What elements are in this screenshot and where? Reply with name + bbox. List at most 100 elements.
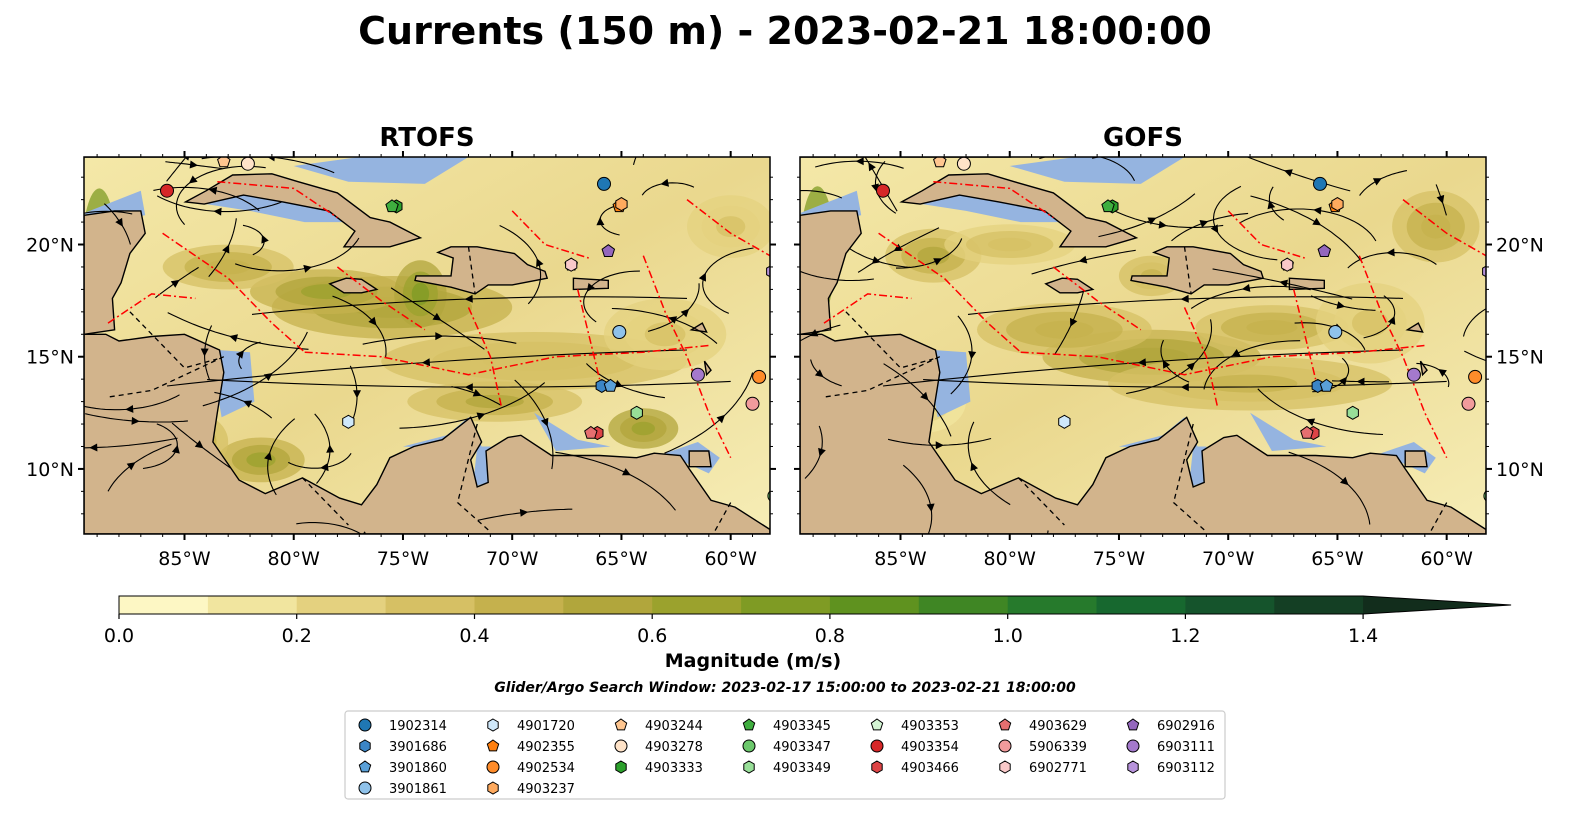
streamline-arrow: [235, 350, 244, 359]
colorbar-tick-label: 0.6: [637, 625, 667, 647]
x-tick-label: 60°W: [704, 548, 757, 570]
float-marker: [342, 414, 355, 429]
float-markers: [160, 157, 770, 502]
legend-label: 4903349: [773, 761, 831, 776]
streamline-arrow: [1313, 206, 1322, 215]
streamline-arrow: [1158, 220, 1167, 229]
colorbar-cell: [741, 596, 831, 614]
streamline-arrow: [536, 258, 544, 268]
x-tick-label: 65°W: [595, 548, 648, 570]
streamline-arrow: [1199, 220, 1209, 228]
streamline-arrow: [680, 308, 690, 318]
streamline-arrow: [126, 462, 136, 471]
float-marker: [615, 197, 628, 212]
search-window-caption: Glider/Argo Search Window: 2023-02-17 15…: [494, 680, 1076, 696]
x-tick-label: 80°W: [983, 548, 1036, 570]
streamline-arrow: [435, 332, 444, 341]
streamline-arrow: [421, 358, 431, 367]
x-tick-label: 85°W: [874, 548, 927, 570]
legend-label: 6902771: [1029, 761, 1087, 776]
streamline-arrow: [1336, 301, 1346, 309]
float-marker: [752, 369, 767, 384]
colorbar-tick-label: 1.4: [1348, 625, 1378, 647]
streamline-arrow: [66, 211, 75, 219]
float-marker: [690, 367, 705, 382]
eez-line: [217, 180, 338, 219]
magnitude-blob: [411, 282, 430, 306]
streamline-arrow: [170, 279, 180, 288]
shallow-water: [534, 412, 611, 451]
gofs-axes: 85°W 80°W 75°W 70°W 65°W 60°W 20°N 15°N 10°N: [794, 151, 1544, 570]
magnitude-blob: [1246, 320, 1298, 335]
streamline-arrow: [1186, 362, 1196, 371]
streamline-arrow: [208, 186, 218, 195]
streamline-arrow: [872, 256, 881, 264]
landmass: [1404, 450, 1428, 468]
streamline-arrow: [1312, 217, 1322, 226]
y-tick-label: 10°N: [26, 459, 74, 481]
x-tick-label: 75°W: [377, 548, 430, 570]
gofs-title: GOFS: [1103, 123, 1183, 153]
eez-boundaries: [823, 180, 1486, 459]
landmass: [688, 450, 712, 468]
landmass: [414, 246, 549, 295]
landmass: [1130, 246, 1265, 295]
legend-label: 4903237: [517, 782, 575, 797]
eez-line: [304, 344, 709, 376]
land: [800, 157, 1486, 534]
colorbar-tick-label: 1.0: [993, 625, 1023, 647]
colorbar-tick-label: 1.2: [1170, 625, 1200, 647]
colorbar-cell: [474, 596, 564, 614]
streamline-arrow: [368, 316, 377, 326]
colorbar-tick-label: 0.2: [282, 625, 312, 647]
streamline-arrow: [789, 266, 798, 273]
streamline-arrow: [476, 412, 486, 421]
streamline-arrow: [1180, 383, 1189, 392]
streamline-arrow: [660, 178, 669, 187]
x-tick-label: 80°W: [267, 548, 320, 570]
colorbar-cell: [1185, 596, 1275, 614]
float-marker: [601, 244, 616, 257]
streamline-arrow: [784, 187, 793, 195]
streamlines: [784, 157, 1486, 534]
streamline-arrow: [183, 157, 190, 161]
streamline-arrow: [1078, 255, 1088, 264]
float-marker: [240, 157, 255, 171]
streamline-arrow: [1279, 279, 1288, 288]
streamline: [84, 210, 133, 215]
eez-boundaries: [107, 180, 770, 459]
streamline-arrow: [920, 391, 929, 401]
colorbar-extend-triangle: [1363, 596, 1512, 614]
eez-line: [1052, 266, 1142, 331]
streamline-arrow: [519, 508, 529, 517]
y-tick-label: 15°N: [1496, 347, 1544, 369]
streamline-arrow: [926, 503, 935, 512]
y-tick-label: 10°N: [1496, 459, 1544, 481]
eez-line: [107, 293, 196, 324]
legend-box: [344, 710, 1226, 800]
x-tick-label: 70°W: [486, 548, 539, 570]
streamline-arrow: [131, 416, 140, 425]
streamline-arrow: [464, 383, 473, 392]
streamline-arrow: [267, 157, 275, 162]
country-border: [302, 477, 349, 526]
legend-marker: [1126, 718, 1140, 731]
country-border: [845, 311, 934, 369]
x-tick-label: 70°W: [1202, 548, 1255, 570]
landmass: [899, 173, 1139, 248]
legend-marker: [614, 739, 628, 753]
magnitude-blob: [644, 322, 686, 347]
gofs-frame: [799, 156, 1487, 535]
country-border: [467, 246, 476, 294]
figure-title: Currents (150 m) - 2023-02-21 18:00:00: [358, 9, 1212, 53]
streamline-arrow: [818, 447, 826, 457]
float-marker: [1346, 405, 1359, 420]
streamline-arrow: [540, 417, 549, 427]
streamline-arrow: [171, 444, 180, 454]
colorbar-outline: [118, 595, 1512, 615]
country-border: [129, 311, 218, 369]
streamline-arrow: [222, 244, 230, 254]
legend-marker: [999, 760, 1011, 774]
float-marker: [385, 199, 399, 213]
streamline: [1462, 308, 1486, 337]
